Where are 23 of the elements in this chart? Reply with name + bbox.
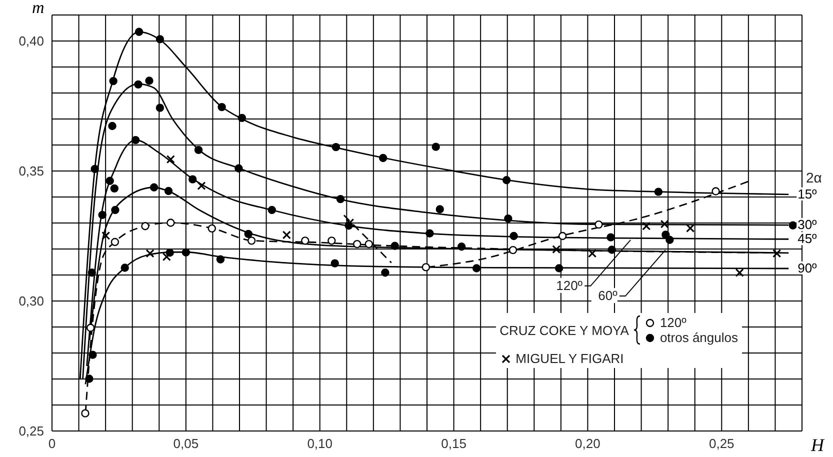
legend-title: CRUZ COKE Y MOYA — [500, 322, 629, 338]
legend-label: otros ángulos — [660, 330, 738, 345]
x-tick-label: 0,05 — [173, 436, 199, 452]
text: 2α — [806, 169, 822, 186]
x-tick-label: 0,20 — [575, 436, 600, 452]
annotation: 120º — [556, 278, 583, 293]
y-axis-title: m — [32, 0, 44, 17]
x-tick-label: 0,10 — [307, 436, 333, 452]
y-tick-label: 0,35 — [18, 164, 44, 179]
series-label: 15º — [798, 186, 818, 202]
x-tick-label: 0,15 — [441, 436, 466, 452]
y-tick-label: 0,40 — [18, 34, 44, 49]
legend-label: MIGUEL Y FIGARI — [516, 351, 624, 366]
x-axis-title: H — [810, 435, 825, 455]
y-tick-label: 0,25 — [18, 424, 44, 439]
y-tick-label: 0,30 — [18, 294, 44, 309]
x-tick-label: 0,25 — [708, 436, 734, 452]
annotation: 60º — [598, 288, 618, 304]
series-label: 90º — [798, 260, 818, 276]
x-tick-label: 0 — [48, 436, 56, 452]
series-label: 30º — [798, 217, 818, 232]
series-label: 45º — [798, 231, 818, 246]
legend-label: 120º — [660, 315, 686, 330]
